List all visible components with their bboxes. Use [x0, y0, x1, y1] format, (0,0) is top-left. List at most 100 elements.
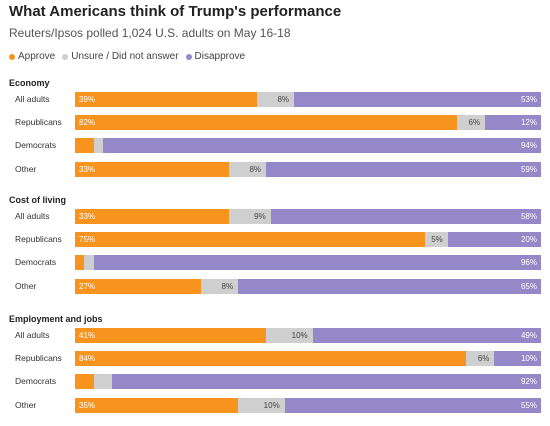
row-label-cost-of-living-democrats: Democrats	[15, 257, 57, 267]
row-label-economy-democrats: Democrats	[15, 140, 57, 150]
data-label-approve: 82%	[79, 118, 96, 127]
bar-economy-other: 33% 8% 59%	[75, 162, 541, 177]
data-label-disapprove: 65%	[520, 282, 537, 291]
bar-segment-approve: 41%	[75, 328, 267, 343]
legend-item-disapprove: Disapprove	[185, 51, 246, 62]
legend-disapprove-label: Disapprove	[194, 51, 246, 62]
data-label-disapprove: 53%	[520, 95, 537, 104]
bar-economy-all-adults: 39% 8% 53%	[75, 92, 541, 107]
data-label-disapprove: 94%	[520, 141, 537, 150]
bar-segment-approve: 33%	[75, 209, 229, 224]
bar-segment-disapprove: 92%	[112, 374, 541, 389]
legend-approve-dot-icon	[9, 53, 15, 60]
legend-approve-label: Approve	[18, 51, 56, 62]
data-label-disapprove: 58%	[520, 212, 537, 221]
legend-item-unsure: Unsure / Did not answer	[62, 51, 179, 62]
bar-segment-approve: 35%	[75, 398, 239, 413]
data-label-disapprove: 20%	[520, 235, 537, 244]
bar-segment-disapprove: 20%	[447, 232, 541, 247]
data-label-disapprove: 92%	[520, 377, 537, 386]
bar-employment-and-jobs-democrats: 92%	[75, 374, 541, 389]
data-label-unsure: 10%	[263, 401, 280, 410]
bar-segment-approve	[75, 138, 94, 153]
row-label-employment-and-jobs-other: Other	[15, 400, 37, 410]
legend: Approve Unsure / Did not answer Disappro…	[9, 51, 252, 62]
bar-segment-unsure: 8%	[228, 162, 267, 177]
bar-segment-disapprove: 94%	[102, 138, 541, 153]
bar-cost-of-living-republicans: 75% 5% 20%	[75, 232, 541, 247]
data-label-approve: 33%	[79, 212, 96, 221]
bar-segment-disapprove: 65%	[238, 279, 541, 294]
data-label-disapprove: 12%	[520, 118, 537, 127]
section-title-employment-and-jobs: Employment and jobs	[9, 314, 103, 324]
bar-employment-and-jobs-other: 35% 10% 55%	[75, 398, 541, 413]
bar-segment-disapprove: 53%	[294, 92, 541, 107]
row-label-employment-and-jobs-democrats: Democrats	[15, 376, 57, 386]
data-label-approve: 27%	[79, 282, 96, 291]
bar-segment-disapprove: 96%	[93, 255, 541, 270]
legend-item-approve: Approve	[9, 51, 55, 62]
bar-segment-approve	[75, 374, 94, 389]
data-label-approve: 41%	[79, 331, 96, 340]
bar-segment-approve: 33%	[75, 162, 229, 177]
data-label-disapprove: 96%	[520, 258, 537, 267]
section-title-economy: Economy	[9, 78, 50, 88]
bar-segment-unsure: 9%	[228, 209, 271, 224]
bar-segment-unsure: 5%	[424, 232, 448, 247]
bar-segment-disapprove: 58%	[270, 209, 541, 224]
bar-segment-approve: 27%	[75, 279, 201, 294]
data-label-approve: 75%	[79, 235, 96, 244]
legend-unsure-label: Unsure / Did not answer	[71, 51, 179, 62]
row-label-economy-all-adults: All adults	[15, 94, 50, 104]
row-label-employment-and-jobs-all-adults: All adults	[15, 330, 50, 340]
row-label-cost-of-living-other: Other	[15, 281, 37, 291]
row-label-employment-and-jobs-republicans: Republicans	[15, 353, 62, 363]
data-label-disapprove: 55%	[520, 401, 537, 410]
bar-segment-unsure	[93, 374, 113, 389]
data-label-unsure: 6%	[477, 354, 490, 363]
bar-segment-unsure: 6%	[457, 115, 486, 130]
chart-title: What Americans think of Trump's performa…	[9, 3, 342, 20]
data-label-approve: 33%	[79, 165, 96, 174]
bar-segment-unsure: 10%	[238, 398, 285, 413]
row-label-economy-other: Other	[15, 164, 37, 174]
data-label-unsure: 10%	[291, 331, 308, 340]
bar-economy-republicans: 82% 6% 12%	[75, 115, 541, 130]
bar-segment-approve: 39%	[75, 92, 257, 107]
bar-segment-disapprove: 10%	[494, 351, 541, 366]
data-label-unsure: 9%	[254, 212, 266, 221]
data-label-approve: 39%	[79, 95, 96, 104]
bar-economy-democrats: 94%	[75, 138, 541, 153]
bar-cost-of-living-democrats: 96%	[75, 255, 541, 270]
data-label-approve: 35%	[79, 401, 96, 410]
bar-cost-of-living-other: 27% 8% 65%	[75, 279, 541, 294]
bar-segment-unsure	[93, 138, 103, 153]
bar-segment-disapprove: 59%	[266, 162, 541, 177]
data-label-unsure: 8%	[249, 165, 262, 174]
bar-segment-disapprove: 49%	[312, 328, 541, 343]
data-label-disapprove: 49%	[520, 331, 537, 340]
bar-segment-unsure: 6%	[466, 351, 495, 366]
data-label-unsure: 5%	[431, 235, 443, 244]
bar-segment-disapprove: 12%	[485, 115, 541, 130]
row-label-economy-republicans: Republicans	[15, 117, 62, 127]
bar-segment-approve: 75%	[75, 232, 425, 247]
bar-employment-and-jobs-republicans: 84% 6% 10%	[75, 351, 541, 366]
bar-segment-unsure: 8%	[200, 279, 239, 294]
bar-segment-approve: 84%	[75, 351, 467, 366]
bar-segment-unsure: 8%	[256, 92, 294, 107]
bar-segment-disapprove: 55%	[284, 398, 541, 413]
data-label-disapprove: 10%	[520, 354, 537, 363]
section-title-cost-of-living: Cost of living	[9, 195, 66, 205]
legend-unsure-dot-icon	[62, 53, 69, 60]
bar-segment-approve	[75, 255, 85, 270]
bar-cost-of-living-all-adults: 33% 9% 58%	[75, 209, 541, 224]
data-label-unsure: 6%	[468, 118, 481, 127]
bar-employment-and-jobs-all-adults: 41% 10% 49%	[75, 328, 541, 343]
data-label-approve: 84%	[79, 354, 96, 363]
bar-segment-approve: 82%	[75, 115, 458, 130]
data-label-disapprove: 59%	[520, 165, 537, 174]
data-label-unsure: 8%	[221, 282, 234, 291]
row-label-cost-of-living-republicans: Republicans	[15, 234, 62, 244]
data-label-unsure: 8%	[277, 95, 289, 104]
